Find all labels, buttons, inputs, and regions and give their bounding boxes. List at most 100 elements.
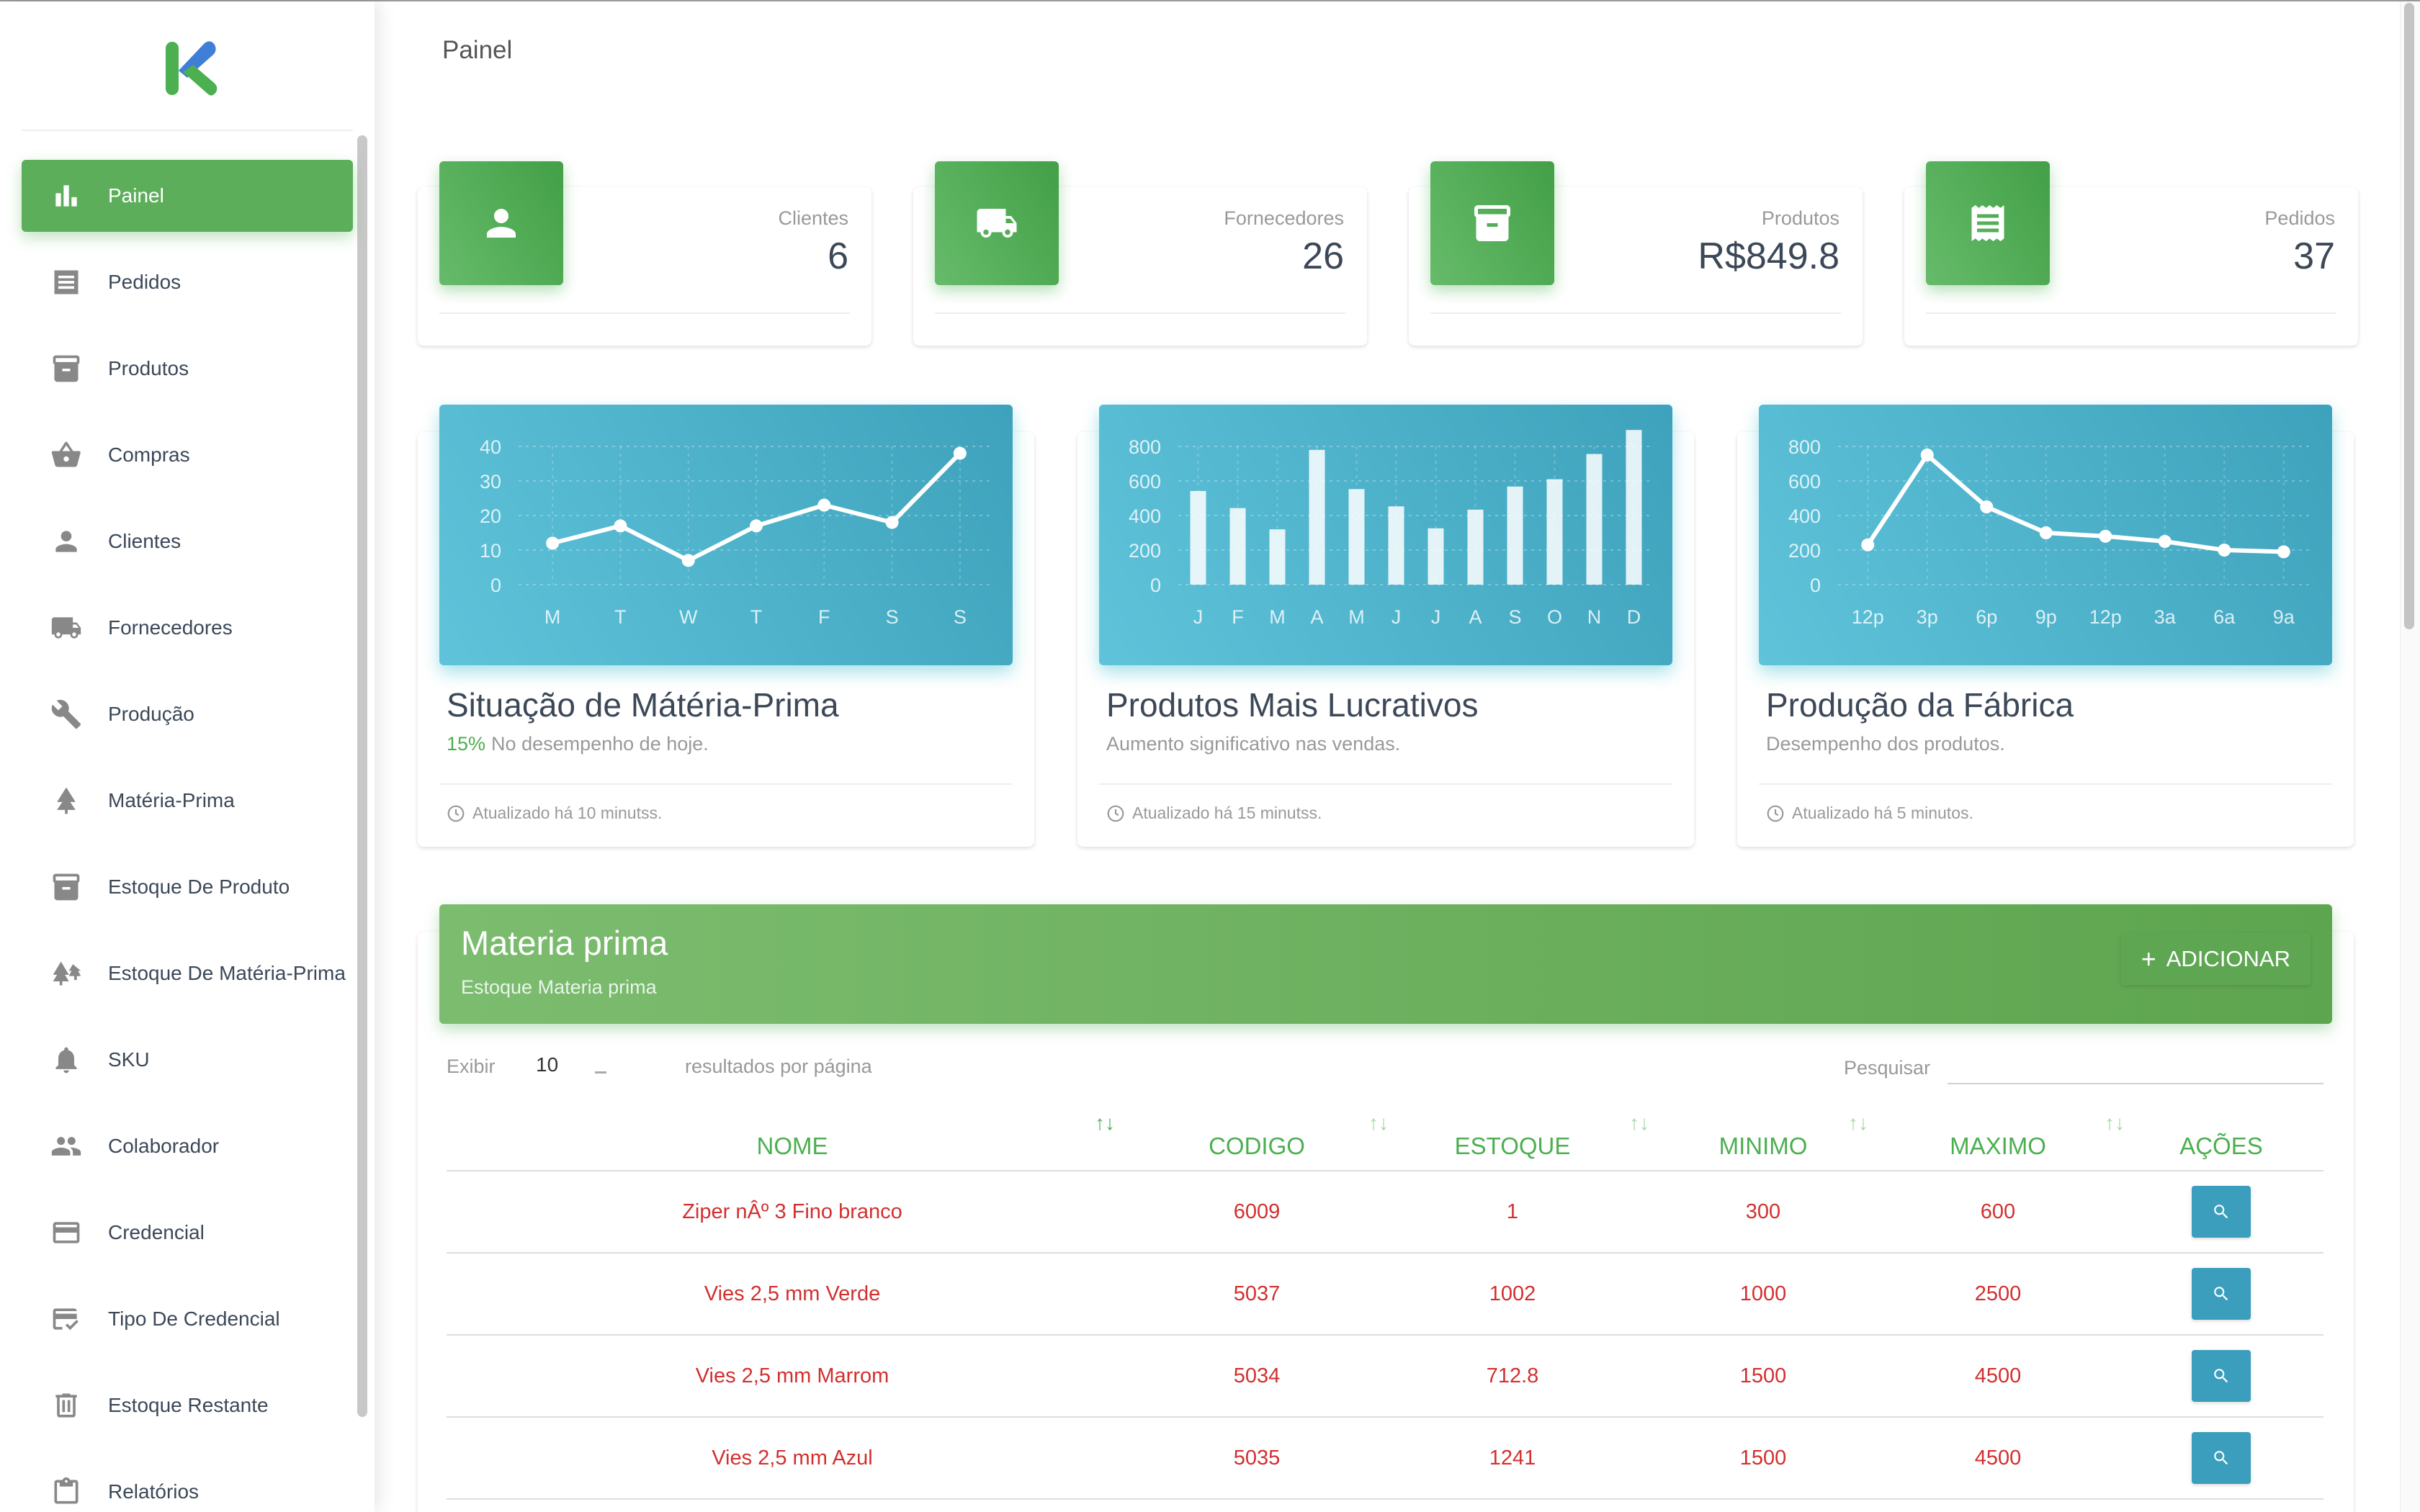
sidebar-item-label: Colaborador: [108, 1135, 220, 1157]
data-point: [2218, 544, 2231, 557]
view-button[interactable]: [2192, 1432, 2251, 1484]
sidebar-item-estoque-restante[interactable]: Estoque Restante: [22, 1369, 353, 1441]
chart-card-produtos-lucrativos: 0 200 400 600 800 J F M A M J J A S O N D Produtos Mais …: [1077, 405, 1694, 847]
sidebar-item-estoque-de-produto[interactable]: Estoque De Produto: [22, 851, 353, 923]
search-icon: [2214, 1287, 2228, 1301]
cell-acoes: [2119, 1253, 2323, 1336]
sidebar-item-label: Produtos: [108, 357, 189, 379]
cell-maximo: 4500: [1877, 1417, 2119, 1500]
sidebar-item-tipo-de-credencial[interactable]: Tipo De Credencial: [22, 1283, 353, 1355]
bar: [1428, 528, 1444, 585]
x-tick-label: M: [1269, 606, 1286, 628]
data-point: [885, 516, 899, 529]
search-icon: [2214, 1369, 2228, 1383]
search-label: Pesquisar: [1844, 1057, 1931, 1079]
card-check-icon: [50, 1303, 82, 1335]
view-button[interactable]: [2192, 1350, 2251, 1402]
cell-codigo: 5037: [1138, 1253, 1376, 1336]
chart-card-title: Situação de Mátéria-Prima: [447, 686, 839, 724]
stat-badge: [935, 161, 1059, 285]
sidebar-item-label: Painel: [108, 184, 164, 207]
x-tick-label: 9a: [2273, 606, 2295, 628]
stat-value: 37: [2293, 235, 2335, 277]
column-header-nome[interactable]: NOME ↑↓: [447, 1103, 1138, 1171]
sort-icon[interactable]: ↑↓: [1095, 1112, 1115, 1134]
sidebar-item-produtos[interactable]: Produtos: [22, 333, 353, 405]
sidebar-scrollbar[interactable]: [357, 135, 367, 1417]
view-button[interactable]: [2192, 1268, 2251, 1320]
stat-divider: [1926, 312, 2336, 314]
stat-card-fornecedores: Fornecedores 26: [913, 161, 1367, 346]
sidebar-item-painel[interactable]: Painel: [22, 160, 353, 232]
stat-divider: [1430, 312, 1841, 314]
series-line: [1865, 453, 2284, 554]
sidebar-item-colaborador[interactable]: Colaborador: [22, 1110, 353, 1182]
bar-chart: 0 200 400 600 800 J F M A M J J A S O N D: [1129, 430, 1654, 628]
column-header-acoes: AÇÕES: [2119, 1103, 2323, 1171]
sidebar-item-compras[interactable]: Compras: [22, 419, 353, 491]
cell-estoque: 1002: [1376, 1253, 1649, 1336]
sidebar-item-clientes[interactable]: Clientes: [22, 505, 353, 577]
sidebar-item-label: Matéria-Prima: [108, 789, 235, 811]
chart-card-divider: [1759, 783, 2332, 785]
data-point: [817, 498, 831, 512]
search-icon: [2214, 1451, 2228, 1465]
x-tick-label: 12p: [1852, 606, 1884, 628]
page-size-select[interactable]: [530, 1047, 631, 1083]
add-button[interactable]: + ADICIONAR: [2120, 933, 2311, 985]
cell-estoque: 1: [1376, 1171, 1649, 1254]
data-point: [2099, 529, 2112, 543]
chart-card-updated: Atualizado há 5 minutos.: [1792, 804, 1973, 822]
cell-minimo: 1500: [1649, 1335, 1877, 1418]
view-button[interactable]: [2192, 1186, 2251, 1238]
column-header-codigo[interactable]: CODIGO ↑↓: [1138, 1103, 1389, 1171]
sort-icon[interactable]: ↑↓: [1848, 1112, 1868, 1134]
bar: [1269, 529, 1286, 585]
data-point: [1861, 538, 1875, 552]
sidebar-item-fornecedores[interactable]: Fornecedores: [22, 592, 353, 664]
add-button-label: ADICIONAR: [2166, 946, 2290, 971]
sidebar-item-estoque-de-materia-prima[interactable]: Estoque De Matéria-Prima: [22, 937, 353, 1009]
list-icon: [50, 266, 82, 298]
select-caret-icon: [595, 1071, 606, 1074]
cell-codigo: 5035: [1138, 1417, 1376, 1500]
sidebar-item-label: Estoque De Matéria-Prima: [108, 962, 346, 984]
sidebar-item-producao[interactable]: Produção: [22, 678, 353, 750]
chart-card-updated: Atualizado há 10 minutss.: [472, 804, 663, 822]
sidebar-item-credencial[interactable]: Credencial: [22, 1197, 353, 1269]
plus-icon: +: [2141, 944, 2156, 973]
y-tick-label: 20: [480, 505, 501, 527]
bar: [1190, 490, 1206, 585]
clipboard-icon: [50, 1476, 82, 1508]
column-label: AÇÕES: [2179, 1133, 2263, 1159]
sidebar-item-sku[interactable]: SKU: [22, 1024, 353, 1096]
chart-plot: 0 10 20 30 40 M T W T F S S: [439, 405, 1013, 665]
y-tick-label: 40: [480, 436, 501, 458]
sidebar-item-pedidos[interactable]: Pedidos: [22, 246, 353, 318]
stat-card-clientes: Clientes 6: [418, 161, 871, 346]
x-tick-label: N: [1587, 606, 1602, 628]
chart-card-title: Produção da Fábrica: [1766, 686, 2074, 724]
stat-card-produtos: Produtos R$849.8: [1409, 161, 1863, 346]
sidebar-item-relatorios[interactable]: Relatórios: [22, 1456, 353, 1512]
cell-codigo: 5034: [1138, 1335, 1376, 1418]
cell-estoque: 1241: [1376, 1417, 1649, 1500]
cell-minimo: 1000: [1649, 1253, 1877, 1336]
x-tick-label: F: [1232, 606, 1244, 628]
chart-card-footer: Atualizado há 5 minutos.: [1766, 804, 1973, 823]
column-header-maximo[interactable]: MAXIMO ↑↓: [1877, 1103, 2125, 1171]
sidebar-item-label: Estoque Restante: [108, 1394, 269, 1416]
truck-icon: [50, 612, 82, 644]
search-input[interactable]: [1948, 1044, 2323, 1084]
x-tick-label: W: [679, 606, 698, 628]
data-point: [750, 519, 763, 533]
cell-estoque: 712.8: [1376, 1335, 1649, 1418]
column-header-minimo[interactable]: MINIMO ↑↓: [1649, 1103, 1877, 1171]
stat-value: 6: [828, 235, 848, 277]
sort-icon[interactable]: ↑↓: [1629, 1112, 1649, 1134]
sidebar-item-materia-prima[interactable]: Matéria-Prima: [22, 765, 353, 837]
chart-card-footer: Atualizado há 10 minutss.: [447, 804, 662, 823]
page-scrollbar[interactable]: [2404, 3, 2414, 629]
column-header-estoque[interactable]: ESTOQUE ↑↓: [1376, 1103, 1649, 1171]
stat-badge: [1926, 161, 2050, 285]
